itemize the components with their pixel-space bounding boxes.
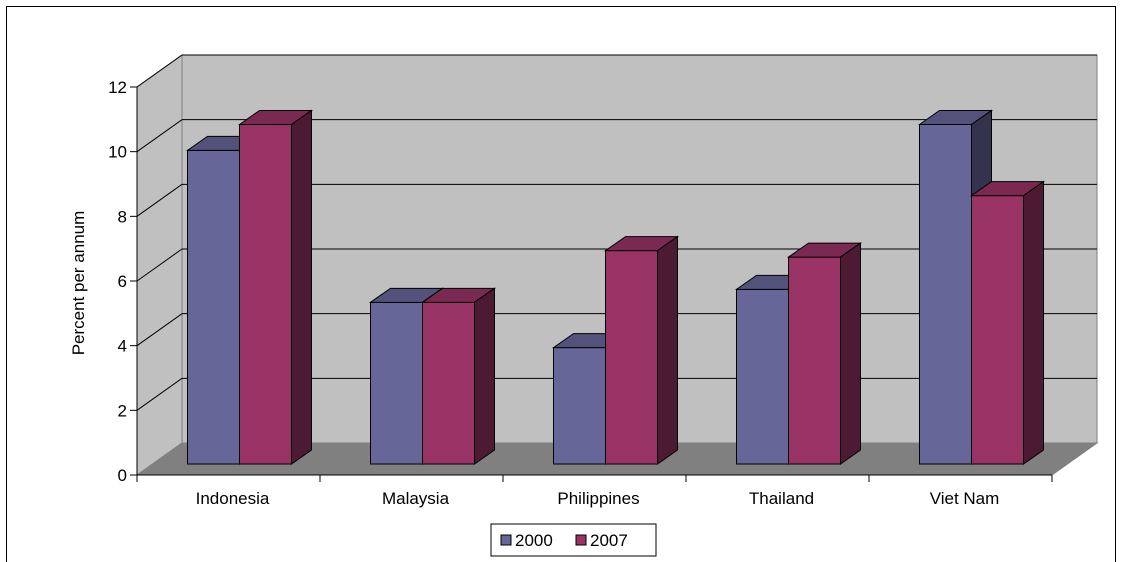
bar-front xyxy=(370,301,423,465)
y-tick-labels: 0 2 4 6 8 10 12 xyxy=(108,78,127,485)
x-tick-label: Indonesia xyxy=(196,489,270,508)
bar xyxy=(603,235,680,465)
legend: 2000 2007 xyxy=(490,523,657,557)
bar-side xyxy=(840,242,861,465)
y-tick-label: 8 xyxy=(118,207,127,226)
x-tick-label: Viet Nam xyxy=(930,489,1000,508)
y-tick-label: 12 xyxy=(108,78,127,97)
gridline-side xyxy=(136,183,183,217)
y-tick-label: 0 xyxy=(118,466,127,485)
bar-front xyxy=(187,149,240,465)
bar-front xyxy=(553,347,606,465)
legend-swatch xyxy=(575,534,587,546)
gridline-side xyxy=(136,377,183,411)
bar-front xyxy=(788,256,841,465)
bar-side xyxy=(657,235,678,465)
legend-label: 2007 xyxy=(590,531,628,550)
x-tick-label: Malaysia xyxy=(382,489,450,508)
gridline-side xyxy=(136,54,183,88)
bar xyxy=(237,109,314,465)
chart-frame xyxy=(6,6,1116,562)
y-tick-label: 4 xyxy=(118,337,127,356)
bar-side xyxy=(291,109,312,465)
bar xyxy=(969,180,1046,465)
gridline-side xyxy=(136,313,183,347)
bar-front xyxy=(605,250,658,465)
gridline-side xyxy=(136,248,183,282)
bar-front xyxy=(239,124,292,465)
bar xyxy=(786,242,863,465)
bar-side xyxy=(474,287,495,465)
legend-label: 2000 xyxy=(515,531,553,550)
bar-front xyxy=(971,195,1024,465)
bar-front xyxy=(919,124,972,465)
y-axis-label: Percent per annum xyxy=(69,211,88,356)
y-tick-label: 6 xyxy=(118,272,127,291)
axes xyxy=(130,86,1053,482)
x-tick-label: Thailand xyxy=(749,489,814,508)
bar xyxy=(420,287,497,465)
y-tick-label: 2 xyxy=(118,401,127,420)
bars xyxy=(185,109,1046,465)
x-tick-label: Philippines xyxy=(557,489,639,508)
x-tick-labels: Indonesia Malaysia Philippines Thailand Viet… xyxy=(196,489,1000,508)
bar-front xyxy=(422,301,475,465)
y-tick-label: 10 xyxy=(108,143,127,162)
bar-front xyxy=(736,288,789,465)
legend-swatch xyxy=(500,534,512,546)
legend-box xyxy=(490,523,657,557)
gridline-side xyxy=(136,119,183,153)
bar-side xyxy=(1023,180,1044,465)
